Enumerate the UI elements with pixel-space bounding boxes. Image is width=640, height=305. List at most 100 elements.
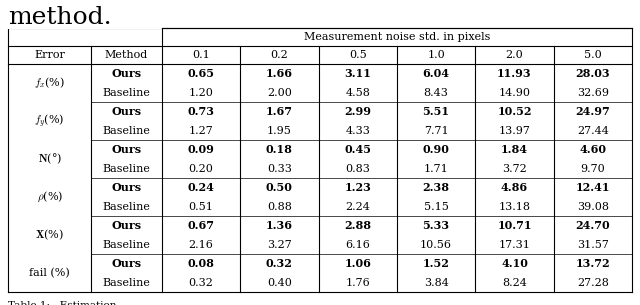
Text: 5.33: 5.33 (422, 220, 450, 231)
Text: 1.66: 1.66 (266, 68, 293, 79)
Text: 1.95: 1.95 (267, 125, 292, 135)
Text: Baseline: Baseline (102, 163, 150, 174)
Text: Ours: Ours (111, 258, 141, 269)
Text: $f_y$(%): $f_y$(%) (35, 112, 65, 130)
Text: 14.90: 14.90 (499, 88, 531, 98)
Text: 2.88: 2.88 (344, 220, 371, 231)
Text: 0.2: 0.2 (271, 50, 288, 60)
Text: 0.18: 0.18 (266, 144, 292, 155)
Text: 10.71: 10.71 (497, 220, 532, 231)
Text: 0.73: 0.73 (188, 106, 214, 117)
Text: 4.10: 4.10 (501, 258, 528, 269)
Text: 1.20: 1.20 (189, 88, 213, 98)
Text: 6.16: 6.16 (345, 239, 370, 249)
Text: 0.32: 0.32 (266, 258, 292, 269)
Text: 8.43: 8.43 (424, 88, 449, 98)
Text: 3.72: 3.72 (502, 163, 527, 174)
Text: 2.16: 2.16 (189, 239, 213, 249)
Text: 13.72: 13.72 (575, 258, 610, 269)
Text: 9.70: 9.70 (580, 163, 605, 174)
Text: 1.36: 1.36 (266, 220, 293, 231)
Text: 1.71: 1.71 (424, 163, 449, 174)
Text: 28.03: 28.03 (575, 68, 610, 79)
Text: 24.70: 24.70 (575, 220, 610, 231)
Text: 0.83: 0.83 (345, 163, 370, 174)
Text: $\rho$(%): $\rho$(%) (36, 190, 63, 204)
Text: 39.08: 39.08 (577, 202, 609, 211)
Text: 1.0: 1.0 (428, 50, 445, 60)
Text: 4.33: 4.33 (345, 125, 370, 135)
Text: 3.84: 3.84 (424, 278, 449, 288)
Text: 3.11: 3.11 (344, 68, 371, 79)
Text: 1.27: 1.27 (189, 125, 213, 135)
Text: 3.27: 3.27 (267, 239, 292, 249)
Text: 0.1: 0.1 (192, 50, 210, 60)
Text: 12.41: 12.41 (575, 182, 610, 193)
Text: 1.06: 1.06 (344, 258, 371, 269)
Text: 0.24: 0.24 (188, 182, 214, 193)
Text: 5.15: 5.15 (424, 202, 449, 211)
Text: 2.0: 2.0 (506, 50, 524, 60)
Text: fail (%): fail (%) (29, 268, 70, 278)
Text: Ours: Ours (111, 106, 141, 117)
Text: 13.97: 13.97 (499, 125, 531, 135)
Text: 0.20: 0.20 (189, 163, 213, 174)
Text: 17.31: 17.31 (499, 239, 531, 249)
Text: 0.90: 0.90 (422, 144, 449, 155)
Text: 1.76: 1.76 (346, 278, 370, 288)
Text: 0.67: 0.67 (188, 220, 214, 231)
Text: method.: method. (8, 6, 111, 30)
Text: Baseline: Baseline (102, 125, 150, 135)
Text: 31.57: 31.57 (577, 239, 609, 249)
Text: 2.00: 2.00 (267, 88, 292, 98)
Text: 0.5: 0.5 (349, 50, 367, 60)
Text: Ours: Ours (111, 182, 141, 193)
Text: 2.38: 2.38 (422, 182, 449, 193)
Text: 0.09: 0.09 (188, 144, 214, 155)
Text: 4.60: 4.60 (579, 144, 606, 155)
Text: 13.18: 13.18 (499, 202, 531, 211)
Text: Baseline: Baseline (102, 278, 150, 288)
Text: Baseline: Baseline (102, 88, 150, 98)
Text: Error: Error (34, 50, 65, 60)
Text: 0.45: 0.45 (344, 144, 371, 155)
Text: 7.71: 7.71 (424, 125, 449, 135)
Text: 0.32: 0.32 (189, 278, 213, 288)
Text: 8.24: 8.24 (502, 278, 527, 288)
Text: 27.44: 27.44 (577, 125, 609, 135)
Text: Measurement noise std. in pixels: Measurement noise std. in pixels (304, 32, 490, 42)
Text: 4.58: 4.58 (345, 88, 370, 98)
Text: 6.04: 6.04 (422, 68, 449, 79)
Text: 4.86: 4.86 (501, 182, 528, 193)
Text: 1.23: 1.23 (344, 182, 371, 193)
Text: $\mathbf{N}$(°): $\mathbf{N}$(°) (38, 152, 61, 166)
Text: Ours: Ours (111, 68, 141, 79)
Text: 0.50: 0.50 (266, 182, 292, 193)
Text: 5.51: 5.51 (422, 106, 449, 117)
Text: 0.33: 0.33 (267, 163, 292, 174)
Text: 2.99: 2.99 (344, 106, 371, 117)
Text: $f_x$(%): $f_x$(%) (34, 76, 65, 91)
Text: Ours: Ours (111, 144, 141, 155)
Text: Ours: Ours (111, 220, 141, 231)
Text: 0.40: 0.40 (267, 278, 292, 288)
Text: 0.08: 0.08 (188, 258, 214, 269)
Text: 5.0: 5.0 (584, 50, 602, 60)
Text: 11.93: 11.93 (497, 68, 532, 79)
Text: 1.52: 1.52 (422, 258, 449, 269)
Text: Table 1:   Estimation: Table 1: Estimation (8, 302, 116, 305)
Text: 24.97: 24.97 (575, 106, 610, 117)
Text: 1.84: 1.84 (501, 144, 528, 155)
Text: Baseline: Baseline (102, 202, 150, 211)
Text: $\mathbf{X}$(%): $\mathbf{X}$(%) (35, 228, 64, 242)
Text: Method: Method (105, 50, 148, 60)
Text: 0.88: 0.88 (267, 202, 292, 211)
Text: Baseline: Baseline (102, 239, 150, 249)
Text: 0.65: 0.65 (188, 68, 214, 79)
Text: 0.51: 0.51 (189, 202, 213, 211)
Text: 1.67: 1.67 (266, 106, 293, 117)
Text: 2.24: 2.24 (345, 202, 370, 211)
Text: 27.28: 27.28 (577, 278, 609, 288)
Text: 10.52: 10.52 (497, 106, 532, 117)
Text: 32.69: 32.69 (577, 88, 609, 98)
